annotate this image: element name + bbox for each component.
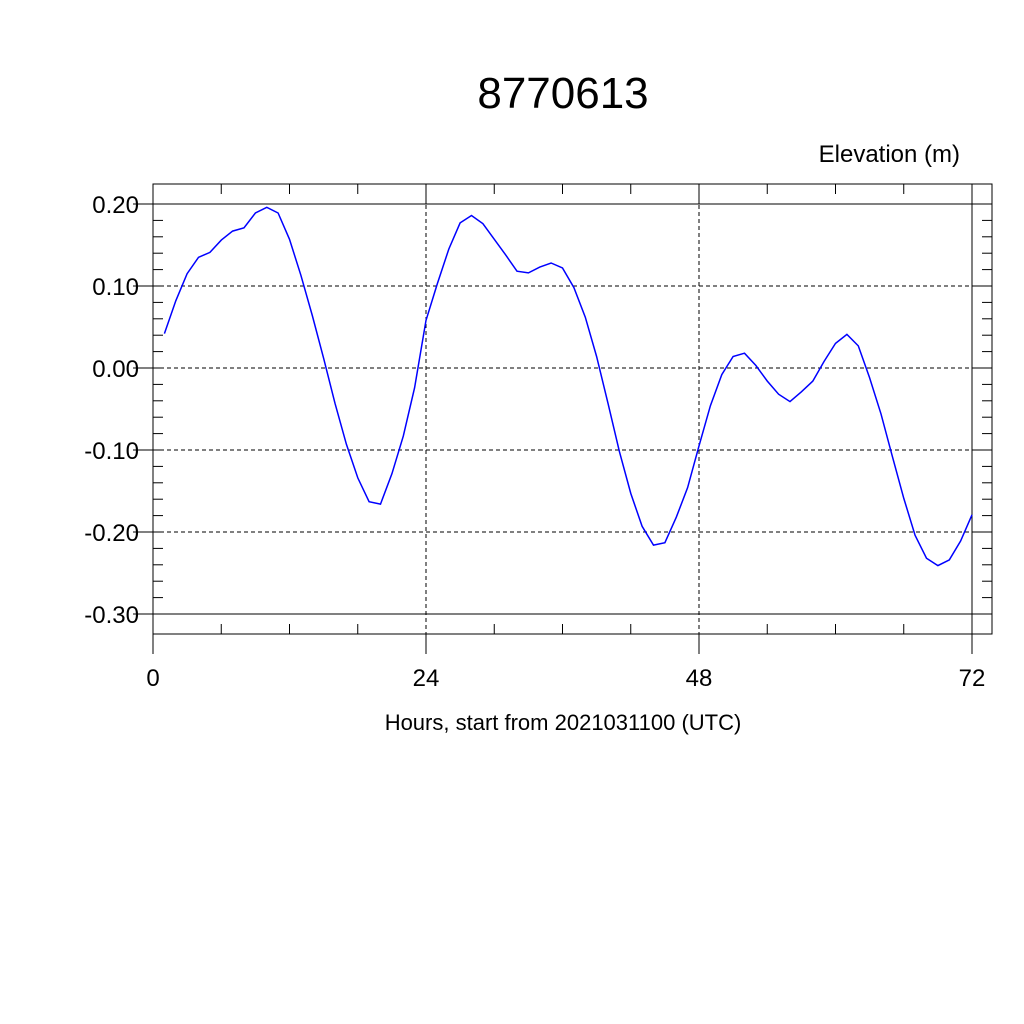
y-tick-label: -0.10 (84, 438, 139, 465)
series-group (163, 206, 973, 567)
x-axis-label: Hours, start from 2021031100 (UTC) (385, 710, 742, 735)
grid-lines (152, 184, 992, 634)
y-tick-label: -0.20 (84, 520, 139, 547)
y-tick-label: -0.30 (84, 602, 139, 629)
x-tick-label: 48 (686, 665, 713, 692)
y-tick-label: 0.20 (92, 192, 139, 219)
plot-frame (152, 183, 993, 635)
x-tick-label: 72 (959, 665, 986, 692)
axis-ticks (133, 184, 992, 654)
series-line (163, 206, 973, 567)
y-tick-label: 0.00 (92, 356, 139, 383)
x-tick-label: 0 (146, 665, 159, 692)
chart-title: 8770613 (477, 69, 648, 118)
tick-labels: 0.20 0.10 0.00 -0.10 -0.20 -0.30 0 24 48 72 (84, 192, 985, 692)
y-tick-label: 0.10 (92, 274, 139, 301)
x-tick-label: 24 (413, 665, 440, 692)
y-axis-label: Elevation (m) (819, 141, 960, 168)
